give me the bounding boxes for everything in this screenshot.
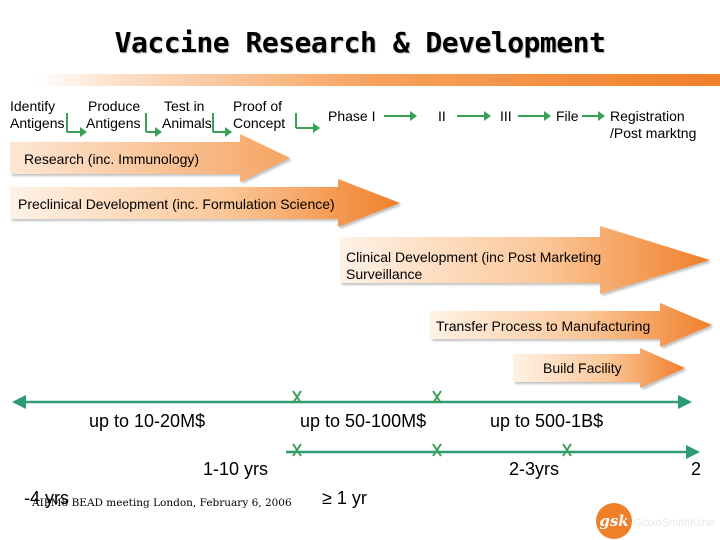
page-title: Vaccine Research & Development xyxy=(114,26,606,59)
duration-stage-2-min: ≥ 1 yr xyxy=(322,488,367,508)
band-preclinical-label: Preclinical Development (inc. Formulatio… xyxy=(18,196,335,212)
step-registration: Registration/Post marktng xyxy=(610,108,697,141)
preclinical-arrow xyxy=(10,179,400,227)
band-transfer-label: Transfer Process to Manufacturing xyxy=(436,318,651,334)
gsk-logo: gsk xyxy=(596,503,632,539)
band-clinical-label: Clinical Development (inc Post Marketing… xyxy=(346,249,602,282)
duration-stage-3: 2 xyxy=(691,459,702,479)
title-underline-bar xyxy=(36,74,720,86)
footer-meeting-text: AIPM8 BEAD meeting London, February 6, 2… xyxy=(32,497,292,509)
build-facility-arrow xyxy=(513,348,685,388)
duration-stage-1: 1-10 yrs xyxy=(203,459,269,479)
band-research-label: Research (inc. Immunology) xyxy=(24,151,200,167)
step-test-in-animals: Test in Animals xyxy=(162,98,212,131)
step-proof-of-concept: Proof of Concept xyxy=(233,98,286,131)
gsk-wordmark: GlaxoSmithKline xyxy=(633,517,715,529)
step-phase-1: Phase I xyxy=(328,108,376,124)
cost-stage-2: up to 50-100M$ xyxy=(300,411,427,431)
step-phase-3: III xyxy=(500,108,512,124)
step-file: File xyxy=(556,108,579,124)
clinical-arrow xyxy=(340,226,710,294)
step-identify-antigens: Identify Antigens xyxy=(10,98,65,131)
timeline xyxy=(12,395,700,459)
duration-stage-1-range: -4 yrs xyxy=(24,488,69,508)
cost-stage-3: up to 500-1B$ xyxy=(490,411,604,431)
band-build-facility-label: Build Facility xyxy=(543,360,622,376)
duration-stage-2: 2-3yrs xyxy=(509,459,560,479)
cost-stage-1: up to 10-20M$ xyxy=(89,411,206,431)
step-phase-2: II xyxy=(438,108,446,124)
research-arrow xyxy=(10,134,290,182)
milestone-markers xyxy=(292,390,572,457)
step-produce-antigens: Produce Antigens xyxy=(86,98,141,131)
transfer-arrow xyxy=(430,303,712,347)
step-arrows xyxy=(66,111,605,137)
